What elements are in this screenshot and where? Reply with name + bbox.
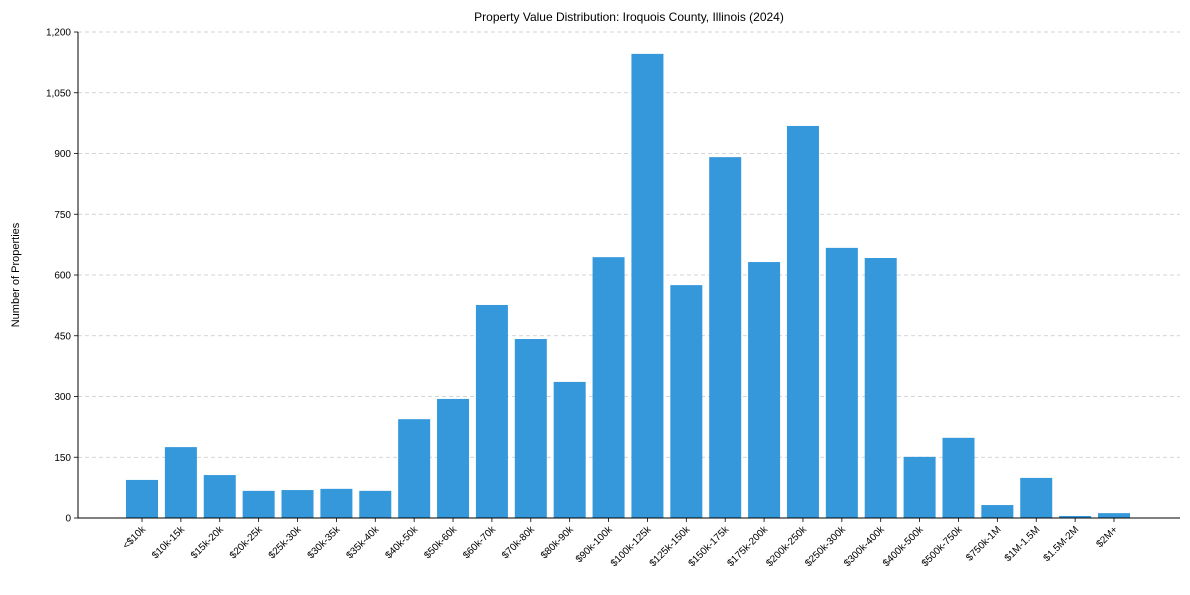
bar (670, 285, 703, 518)
x-tick-label: $10k-15k (150, 524, 188, 562)
y-tick-label: 750 (54, 210, 71, 221)
x-tick-label: $1.5M-2M (1042, 524, 1082, 564)
bar (1098, 513, 1130, 518)
x-tick-label: $1M-1.5M (1003, 524, 1043, 564)
y-tick-label: 150 (54, 453, 71, 464)
bar (592, 257, 625, 518)
bar (864, 257, 897, 518)
bar (942, 437, 975, 518)
chart-title: Property Value Distribution: Iroquois Co… (474, 10, 784, 24)
bar (825, 247, 858, 519)
bar (514, 338, 547, 518)
bar (631, 53, 664, 519)
bar (242, 490, 275, 518)
y-tick-label: 0 (65, 514, 71, 525)
x-tick-label: $30k-35k (306, 524, 344, 562)
bar (398, 419, 431, 518)
bar (553, 381, 586, 518)
x-tick-label: $500k-750k (920, 524, 965, 569)
bar (359, 490, 392, 518)
bar (320, 488, 353, 518)
bar (437, 398, 470, 518)
bar (126, 479, 158, 518)
x-tick-label: $80k-90k (539, 524, 577, 562)
y-tick-label: 450 (54, 331, 71, 342)
y-tick-label: 1,200 (46, 28, 71, 39)
bar (786, 125, 819, 519)
x-tick-label: $15k-20k (189, 524, 227, 562)
x-tick-label: $60k-70k (461, 524, 499, 562)
bar (164, 447, 197, 518)
x-tick-label: <$10k (121, 524, 149, 552)
x-tick-label: $25k-30k (267, 524, 305, 562)
bar (475, 304, 508, 518)
bar (203, 475, 236, 518)
bar (1020, 477, 1053, 518)
x-tick-label: $70k-80k (500, 524, 538, 562)
x-tick-label: $750k-1M (964, 524, 1003, 563)
y-tick-label: 600 (54, 271, 71, 282)
x-tick-label: $50k-60k (422, 524, 460, 562)
x-tick-label: $20k-25k (228, 524, 266, 562)
bar (1059, 515, 1092, 518)
y-tick-label: 1,050 (46, 88, 71, 99)
y-axis-label: Number of Properties (10, 222, 22, 327)
x-tick-label: $40k-50k (383, 524, 421, 562)
bar (903, 456, 936, 518)
bar (748, 262, 781, 518)
bar (709, 157, 742, 518)
x-tick-label: $2M+ (1094, 524, 1120, 550)
x-tick-label: $35k-40k (345, 524, 383, 562)
bar (281, 490, 314, 518)
y-tick-label: 900 (54, 149, 71, 160)
x-tick-label: $90k-100k (574, 524, 616, 566)
y-tick-label: 300 (54, 392, 71, 403)
bar (981, 505, 1014, 518)
